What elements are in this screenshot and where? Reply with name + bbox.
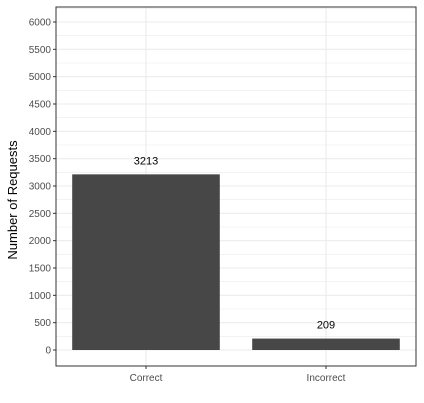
major-gridlines (56, 7, 416, 366)
y-tick-label: 1000 (29, 291, 52, 302)
y-tick-label: 4000 (29, 127, 52, 138)
bar-correct (72, 174, 220, 350)
y-tick-label: 2500 (29, 209, 52, 220)
y-tick-label: 1500 (29, 264, 52, 275)
y-tick-label: 4500 (29, 100, 52, 111)
y-tick-label: 500 (34, 318, 51, 329)
y-tick-label: 2000 (29, 236, 52, 247)
y-tick-label: 0 (45, 346, 51, 357)
bars (72, 174, 400, 350)
y-axis-title: Number of Requests (5, 140, 20, 260)
y-tick-label: 5000 (29, 72, 52, 83)
data-label-correct: 3213 (134, 155, 158, 167)
y-tick-label: 6000 (29, 18, 52, 29)
bar-incorrect (252, 338, 400, 350)
y-axis-ticks: 0 500 1000 1500 2000 2500 3000 3500 4000 4500 5000… (29, 18, 56, 357)
x-tick-label: Correct (130, 373, 163, 384)
y-tick-label: 5500 (29, 45, 52, 56)
data-label-incorrect: 209 (317, 320, 335, 332)
y-tick-label: 3500 (29, 154, 52, 165)
y-tick-label: 3000 (29, 182, 52, 193)
data-labels: 3213 209 (134, 155, 335, 331)
x-tick-label: Incorrect (307, 373, 346, 384)
x-axis-ticks: Correct Incorrect (130, 366, 346, 384)
